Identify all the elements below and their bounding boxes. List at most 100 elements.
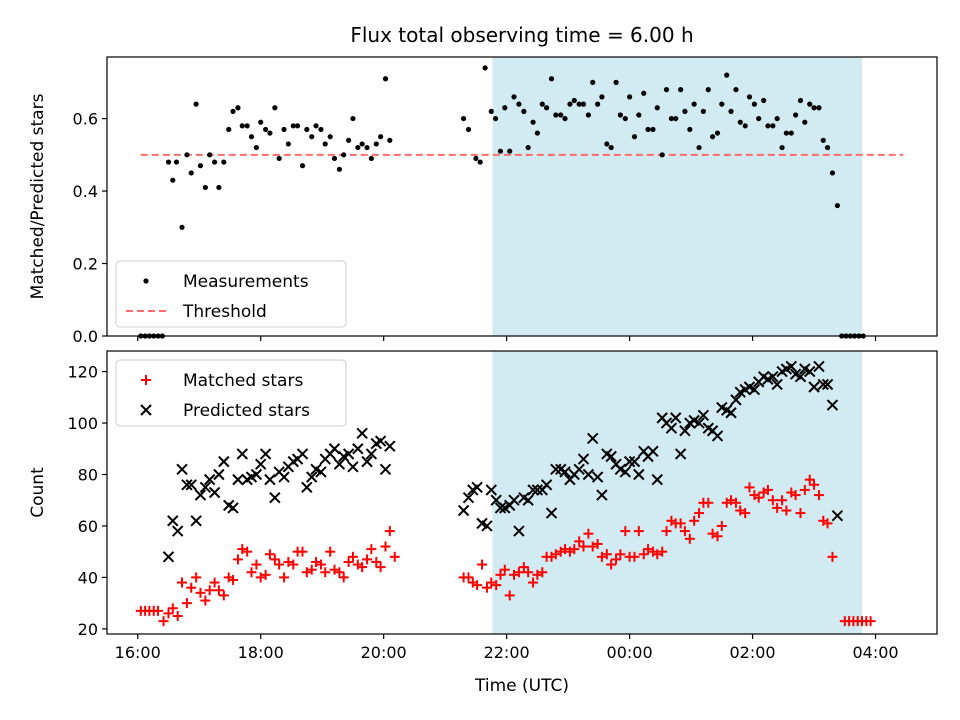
data-point [534,130,540,136]
data-point [294,123,301,129]
data-point [674,448,687,460]
data-point [462,491,475,504]
data-point [301,481,313,494]
data-point [179,224,185,230]
data-point [770,123,776,129]
data-point [697,409,710,422]
data-point [167,603,178,614]
data-point-d2 [605,450,617,463]
data-point [263,126,269,133]
data-point-d2 [767,371,779,383]
data-point [673,115,679,122]
data-point [817,378,829,391]
data-point-d2 [513,525,525,537]
data-point [200,595,211,606]
data-point [191,572,202,583]
data-point [253,144,259,151]
data-point [315,466,327,478]
y-tick-label: 60 [78,517,98,536]
data-point [774,115,780,122]
data-point [822,518,833,529]
data-point-d2 [181,479,193,491]
data-point [285,141,291,147]
data-point [384,440,396,452]
data-point [659,152,665,158]
data-point [227,502,239,514]
x-tick-label: 22:00 [484,643,530,662]
data-point [278,471,290,483]
data-point [684,533,695,544]
data-point [795,508,806,519]
x-axis-label: Time (UTC) [474,676,569,696]
data-point [334,567,345,578]
data-point [700,108,706,114]
data-point-d2 [162,551,175,563]
data-point [193,101,199,107]
data-point [162,551,175,563]
data-point [569,544,580,555]
data-point [528,577,539,588]
data-point-d2 [831,509,844,522]
data-point-d2 [669,412,682,424]
data-point-d2 [379,463,392,476]
data-point-d2 [213,468,225,481]
data-point [714,130,721,136]
data-point [654,105,660,111]
data-point [613,79,619,85]
data-point [190,515,202,527]
data-point-d2 [688,414,700,427]
data-point [365,448,378,460]
legend-label: Predicted stars [183,401,310,421]
data-point [172,610,183,621]
data-point-d2 [194,489,207,501]
data-point [724,72,730,78]
y-tick-label: 0.0 [73,327,98,346]
data-point [181,598,192,609]
data-point [218,590,229,601]
data-point [772,502,783,513]
panel-top: 0.0 0.2 0.4 0.6 Matched/Predicted stars Measu… [28,56,938,346]
data-point [504,590,515,601]
shaded-interval [492,57,862,336]
data-point [497,148,504,154]
data-point-d2 [208,486,221,499]
data-point [248,134,255,140]
data-point [356,427,368,440]
data-point-d2 [697,409,710,422]
data-point [188,170,194,176]
data-point [232,473,244,486]
data-point [826,399,839,411]
data-point-d2 [176,463,188,476]
data-point [746,94,753,100]
y-axis-label: Count [28,467,48,518]
data-point-d2 [171,525,184,537]
data-point [829,170,836,176]
data-point [477,159,483,165]
data-point [258,119,264,125]
data-point [567,101,573,107]
data-point [804,365,816,378]
data-point [204,585,215,596]
data-point [531,484,544,496]
data-point [696,144,702,151]
data-point [209,577,220,588]
data-point [779,144,785,151]
data-point-d2 [259,448,272,460]
data-point [260,569,271,580]
data-point [661,526,672,537]
shaded-interval [492,351,862,634]
data-point-d2 [365,448,378,460]
data-point [181,479,193,491]
data-point [811,105,817,111]
data-point-d2 [623,455,636,468]
data-point [495,569,506,580]
y-tick-label: 100 [67,414,98,433]
data-point-d2 [527,484,539,496]
x-tick-label: 20:00 [361,643,407,662]
data-point [777,495,788,506]
data-point-d2 [679,425,691,437]
data-point-d2 [550,463,562,476]
data-point [167,515,179,527]
data-point [460,115,467,122]
